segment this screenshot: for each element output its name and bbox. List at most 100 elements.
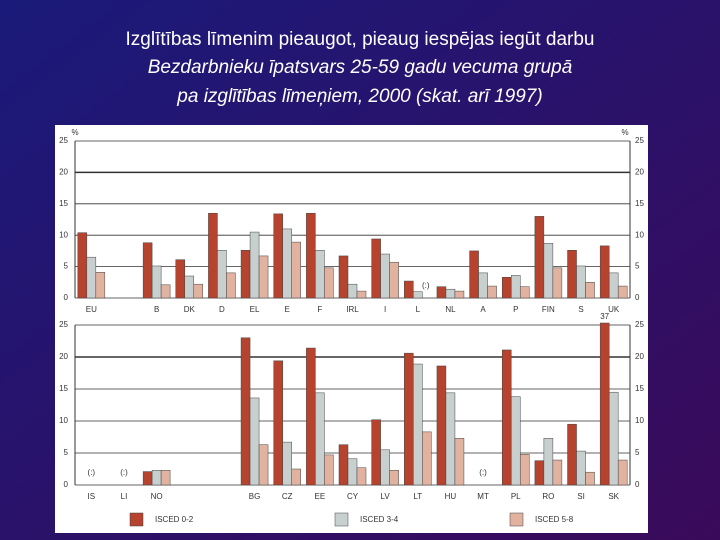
- x-tick-label: LI: [121, 492, 128, 501]
- bar: [291, 468, 301, 486]
- x-tick-label: F: [317, 305, 322, 314]
- bar: [338, 444, 349, 486]
- y-tick-label: 15: [635, 199, 644, 208]
- legend-label: ISCED 5-8: [535, 515, 574, 524]
- bar: [380, 449, 390, 486]
- bar: [519, 454, 530, 486]
- y-tick-label: 20: [635, 168, 644, 177]
- y-tick-label: 5: [64, 448, 69, 457]
- bar: [608, 272, 619, 299]
- bar: [576, 450, 586, 486]
- bar: [160, 470, 171, 486]
- y-tick-label: 15: [59, 199, 68, 208]
- bar: [469, 250, 479, 299]
- y-tick-label: 0: [64, 293, 69, 302]
- bar: [282, 441, 292, 486]
- x-tick-label: MT: [477, 492, 489, 501]
- bar: [501, 349, 512, 486]
- bar: [436, 286, 447, 299]
- bar: [217, 250, 227, 299]
- bar: [282, 228, 292, 299]
- bar: [324, 267, 334, 299]
- x-tick-label: CY: [347, 492, 359, 501]
- bar: [95, 272, 106, 299]
- unit-label: %: [71, 128, 78, 137]
- y-tick-label: 20: [635, 352, 644, 361]
- bar: [608, 391, 619, 486]
- x-tick-label: A: [480, 305, 486, 314]
- bar: [413, 291, 423, 299]
- legend-label: ISCED 0-2: [155, 515, 194, 524]
- annotation: (:): [422, 281, 430, 290]
- y-tick-label: 0: [64, 480, 69, 489]
- bar: [347, 283, 358, 299]
- bar: [77, 232, 88, 299]
- bar: [510, 396, 521, 486]
- bar: [258, 255, 269, 299]
- bar: [273, 213, 283, 299]
- bar: [534, 216, 545, 299]
- bar: [552, 459, 563, 486]
- bar: [249, 231, 260, 299]
- bar: [389, 261, 399, 299]
- y-tick-label: 25: [635, 136, 644, 145]
- bar: [142, 242, 153, 299]
- bar: [552, 267, 563, 299]
- bar: [454, 438, 465, 486]
- y-tick-label: 0: [635, 480, 640, 489]
- bar: [404, 352, 414, 486]
- bar: [249, 397, 260, 486]
- bar: [306, 212, 316, 299]
- bar: [306, 347, 316, 486]
- bar: [585, 471, 595, 486]
- bar: [445, 288, 456, 299]
- x-tick-label: LV: [381, 492, 391, 501]
- x-tick-label: EE: [315, 492, 326, 501]
- bar: [389, 470, 399, 486]
- y-tick-label: 25: [59, 136, 68, 145]
- y-tick-label: 10: [635, 230, 644, 239]
- bar: [86, 256, 97, 299]
- x-tick-label: E: [285, 305, 290, 314]
- bar: [404, 280, 414, 299]
- x-tick-label: CZ: [282, 492, 293, 501]
- bar: [585, 282, 595, 299]
- y-tick-label: 15: [635, 384, 644, 393]
- annotation: (:): [88, 468, 96, 477]
- unit-label: %: [621, 128, 628, 137]
- bar: [356, 290, 367, 299]
- x-tick-label: BG: [249, 492, 261, 501]
- bar: [151, 470, 162, 486]
- bar: [422, 431, 432, 486]
- legend-swatch: [129, 512, 144, 527]
- bar: [240, 337, 251, 486]
- y-tick-label: 5: [64, 262, 69, 271]
- x-tick-label: D: [219, 305, 225, 314]
- bar: [599, 245, 610, 299]
- bar: [436, 365, 447, 486]
- legend-label: ISCED 3-4: [360, 515, 399, 524]
- bar: [347, 458, 358, 486]
- bar: [454, 290, 465, 299]
- bar: [617, 285, 628, 299]
- x-tick-label: SI: [577, 492, 585, 501]
- bar: [142, 471, 153, 486]
- annotation: (:): [479, 468, 487, 477]
- bar: [226, 272, 236, 299]
- y-tick-label: 5: [635, 448, 640, 457]
- bar: [338, 255, 349, 299]
- x-tick-label: I: [384, 305, 386, 314]
- y-tick-label: 5: [635, 262, 640, 271]
- x-tick-label: NL: [445, 305, 456, 314]
- bar: [371, 419, 381, 486]
- bar: [380, 253, 390, 299]
- x-tick-label: LT: [413, 492, 422, 501]
- x-tick-label: FIN: [542, 305, 555, 314]
- bar: [208, 212, 218, 299]
- x-tick-label: IS: [88, 492, 96, 501]
- x-tick-label: PL: [511, 492, 521, 501]
- x-tick-label: P: [513, 305, 518, 314]
- bar: [258, 444, 269, 486]
- bar: [543, 243, 554, 299]
